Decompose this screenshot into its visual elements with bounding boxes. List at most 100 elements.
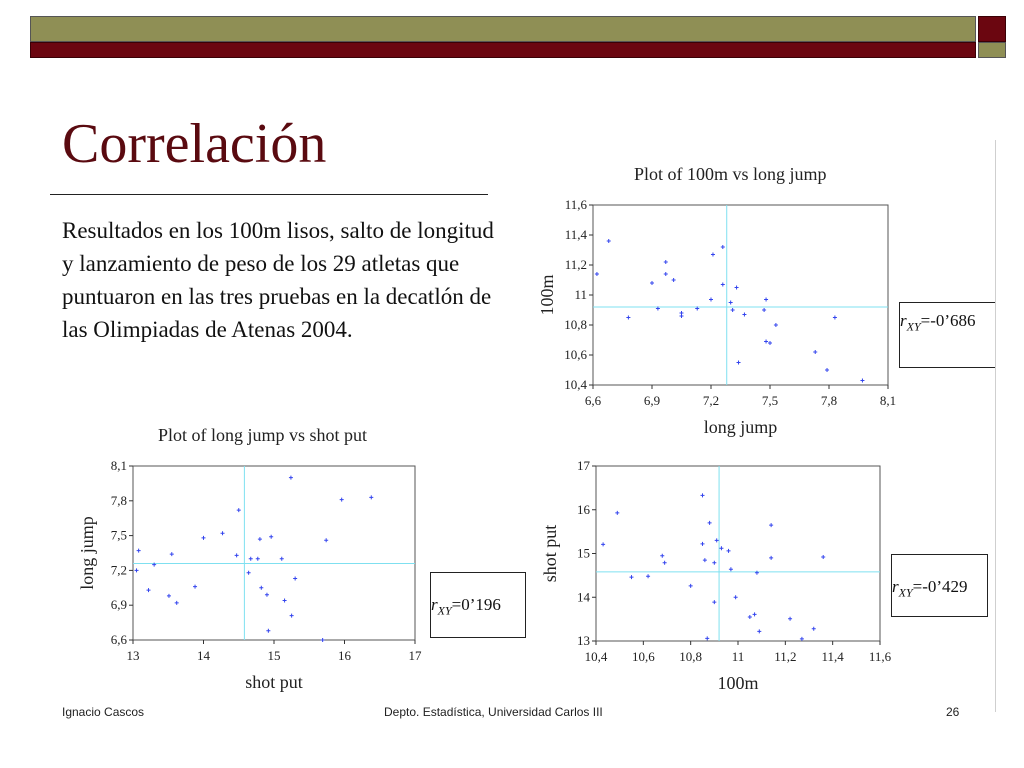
correlation-symbol: r bbox=[431, 595, 438, 614]
header-decoration bbox=[30, 16, 1006, 58]
data-point bbox=[734, 285, 739, 290]
y-tick-label: 11,2 bbox=[565, 257, 587, 272]
data-point bbox=[660, 553, 665, 558]
data-point bbox=[266, 628, 271, 633]
data-point bbox=[134, 568, 139, 573]
scatter-long-jump-vs-shot-put: 13 14 15 16 17 6,6 6,9 7,2 7,5 7,8 8,1 shot put long… bbox=[77, 458, 422, 692]
x-tick-label: 7,8 bbox=[821, 393, 837, 408]
data-point bbox=[320, 638, 325, 642]
data-point bbox=[707, 520, 712, 525]
data-point bbox=[339, 497, 344, 502]
y-tick-label: 7,5 bbox=[111, 528, 127, 543]
data-point bbox=[832, 315, 837, 320]
data-point bbox=[788, 616, 793, 621]
plot-title-100m-vs-long-jump: Plot of 100m vs long jump bbox=[634, 164, 827, 184]
data-point bbox=[688, 583, 693, 588]
data-point bbox=[695, 306, 700, 311]
data-point bbox=[264, 592, 269, 597]
data-point bbox=[679, 314, 684, 318]
correlation-box-long-jump-shot-put: rXY=0’196 bbox=[430, 572, 526, 638]
correlation-symbol: r bbox=[892, 577, 899, 596]
header-square-olive bbox=[978, 42, 1006, 58]
data-point bbox=[193, 584, 198, 589]
data-point bbox=[663, 260, 668, 264]
data-point bbox=[754, 570, 759, 575]
correlation-subscript: XY bbox=[906, 319, 921, 334]
x-tick-label: 6,6 bbox=[585, 393, 602, 408]
data-point bbox=[742, 312, 747, 317]
x-tick-label: 10,4 bbox=[585, 649, 608, 664]
data-point bbox=[166, 593, 171, 598]
x-tick-label: 6,9 bbox=[644, 393, 660, 408]
data-point bbox=[736, 360, 741, 365]
data-point bbox=[601, 542, 606, 547]
x-tick-label: 11,4 bbox=[822, 649, 845, 664]
y-tick-label: 6,6 bbox=[111, 632, 128, 647]
y-tick-label: 16 bbox=[577, 502, 591, 517]
y-tick-label: 11 bbox=[574, 287, 587, 302]
scatter-100m-vs-long-jump: 6,6 6,9 7,2 7,5 7,8 8,1 10,4 10,6 10,8 11 11,2 11,4… bbox=[537, 197, 896, 437]
data-point bbox=[730, 308, 735, 312]
data-point bbox=[762, 308, 767, 312]
scatter-shot-put-vs-100m: 10,4 10,6 10,8 11 11,2 11,4 11,6 13 14 15 16 17 100m… bbox=[540, 458, 892, 693]
data-point bbox=[152, 562, 157, 567]
footer-department: Depto. Estadística, Universidad Carlos I… bbox=[384, 705, 603, 719]
x-tick-label: 15 bbox=[268, 648, 281, 663]
slide-body-text: Resultados en los 100m lisos, salto de l… bbox=[62, 218, 494, 342]
data-point bbox=[728, 567, 733, 572]
footer-author: Ignacio Cascos bbox=[62, 705, 145, 719]
plot-frame bbox=[595, 465, 881, 642]
correlation-value: =-0’686 bbox=[920, 311, 976, 330]
title-underline bbox=[50, 194, 488, 195]
data-point bbox=[769, 523, 774, 528]
footer-page-number: 26 bbox=[946, 705, 960, 719]
y-tick-label: 7,2 bbox=[111, 562, 127, 577]
y-tick-label: 7,8 bbox=[111, 493, 127, 508]
data-point bbox=[726, 548, 731, 553]
data-point bbox=[662, 560, 667, 565]
data-point bbox=[720, 282, 725, 287]
correlation-symbol: r bbox=[900, 311, 907, 330]
header-bar-maroon bbox=[30, 42, 976, 58]
data-point bbox=[709, 297, 713, 302]
data-point bbox=[655, 306, 660, 311]
x-tick-label: 7,2 bbox=[703, 393, 719, 408]
x-tick-label: 11 bbox=[732, 649, 745, 664]
data-point bbox=[629, 575, 634, 580]
y-tick-label: 14 bbox=[577, 589, 591, 604]
data-point bbox=[773, 323, 778, 327]
x-tick-label: 16 bbox=[338, 648, 352, 663]
plot-frame bbox=[592, 204, 889, 386]
data-point bbox=[714, 538, 719, 543]
side-divider bbox=[995, 140, 996, 712]
y-tick-label: 10,4 bbox=[564, 377, 587, 392]
y-tick-label: 10,6 bbox=[564, 347, 587, 362]
x-tick-label: 11,6 bbox=[869, 649, 892, 664]
y-tick-label: 15 bbox=[577, 546, 590, 561]
x-axis-label: 100m bbox=[717, 673, 758, 693]
data-point bbox=[702, 558, 707, 563]
data-point bbox=[646, 574, 651, 579]
y-tick-label: 6,9 bbox=[111, 597, 127, 612]
y-tick-label: 8,1 bbox=[111, 458, 127, 473]
header-square-maroon bbox=[978, 16, 1006, 42]
data-point bbox=[811, 626, 816, 631]
data-point bbox=[757, 629, 762, 634]
x-tick-label: 7,5 bbox=[762, 393, 778, 408]
x-axis-label: long jump bbox=[704, 417, 778, 437]
y-tick-label: 13 bbox=[577, 633, 590, 648]
x-tick-label: 14 bbox=[197, 648, 211, 663]
data-point bbox=[201, 535, 206, 540]
data-point bbox=[324, 538, 329, 543]
data-point bbox=[220, 531, 225, 536]
data-point bbox=[712, 600, 717, 605]
x-tick-label: 13 bbox=[127, 648, 140, 663]
data-point bbox=[288, 475, 293, 480]
data-point bbox=[282, 598, 287, 603]
data-point bbox=[825, 368, 830, 372]
data-point bbox=[136, 548, 141, 553]
data-point bbox=[712, 560, 717, 565]
y-tick-label: 17 bbox=[577, 458, 591, 473]
correlation-subscript: XY bbox=[437, 603, 452, 618]
data-point bbox=[293, 576, 298, 581]
